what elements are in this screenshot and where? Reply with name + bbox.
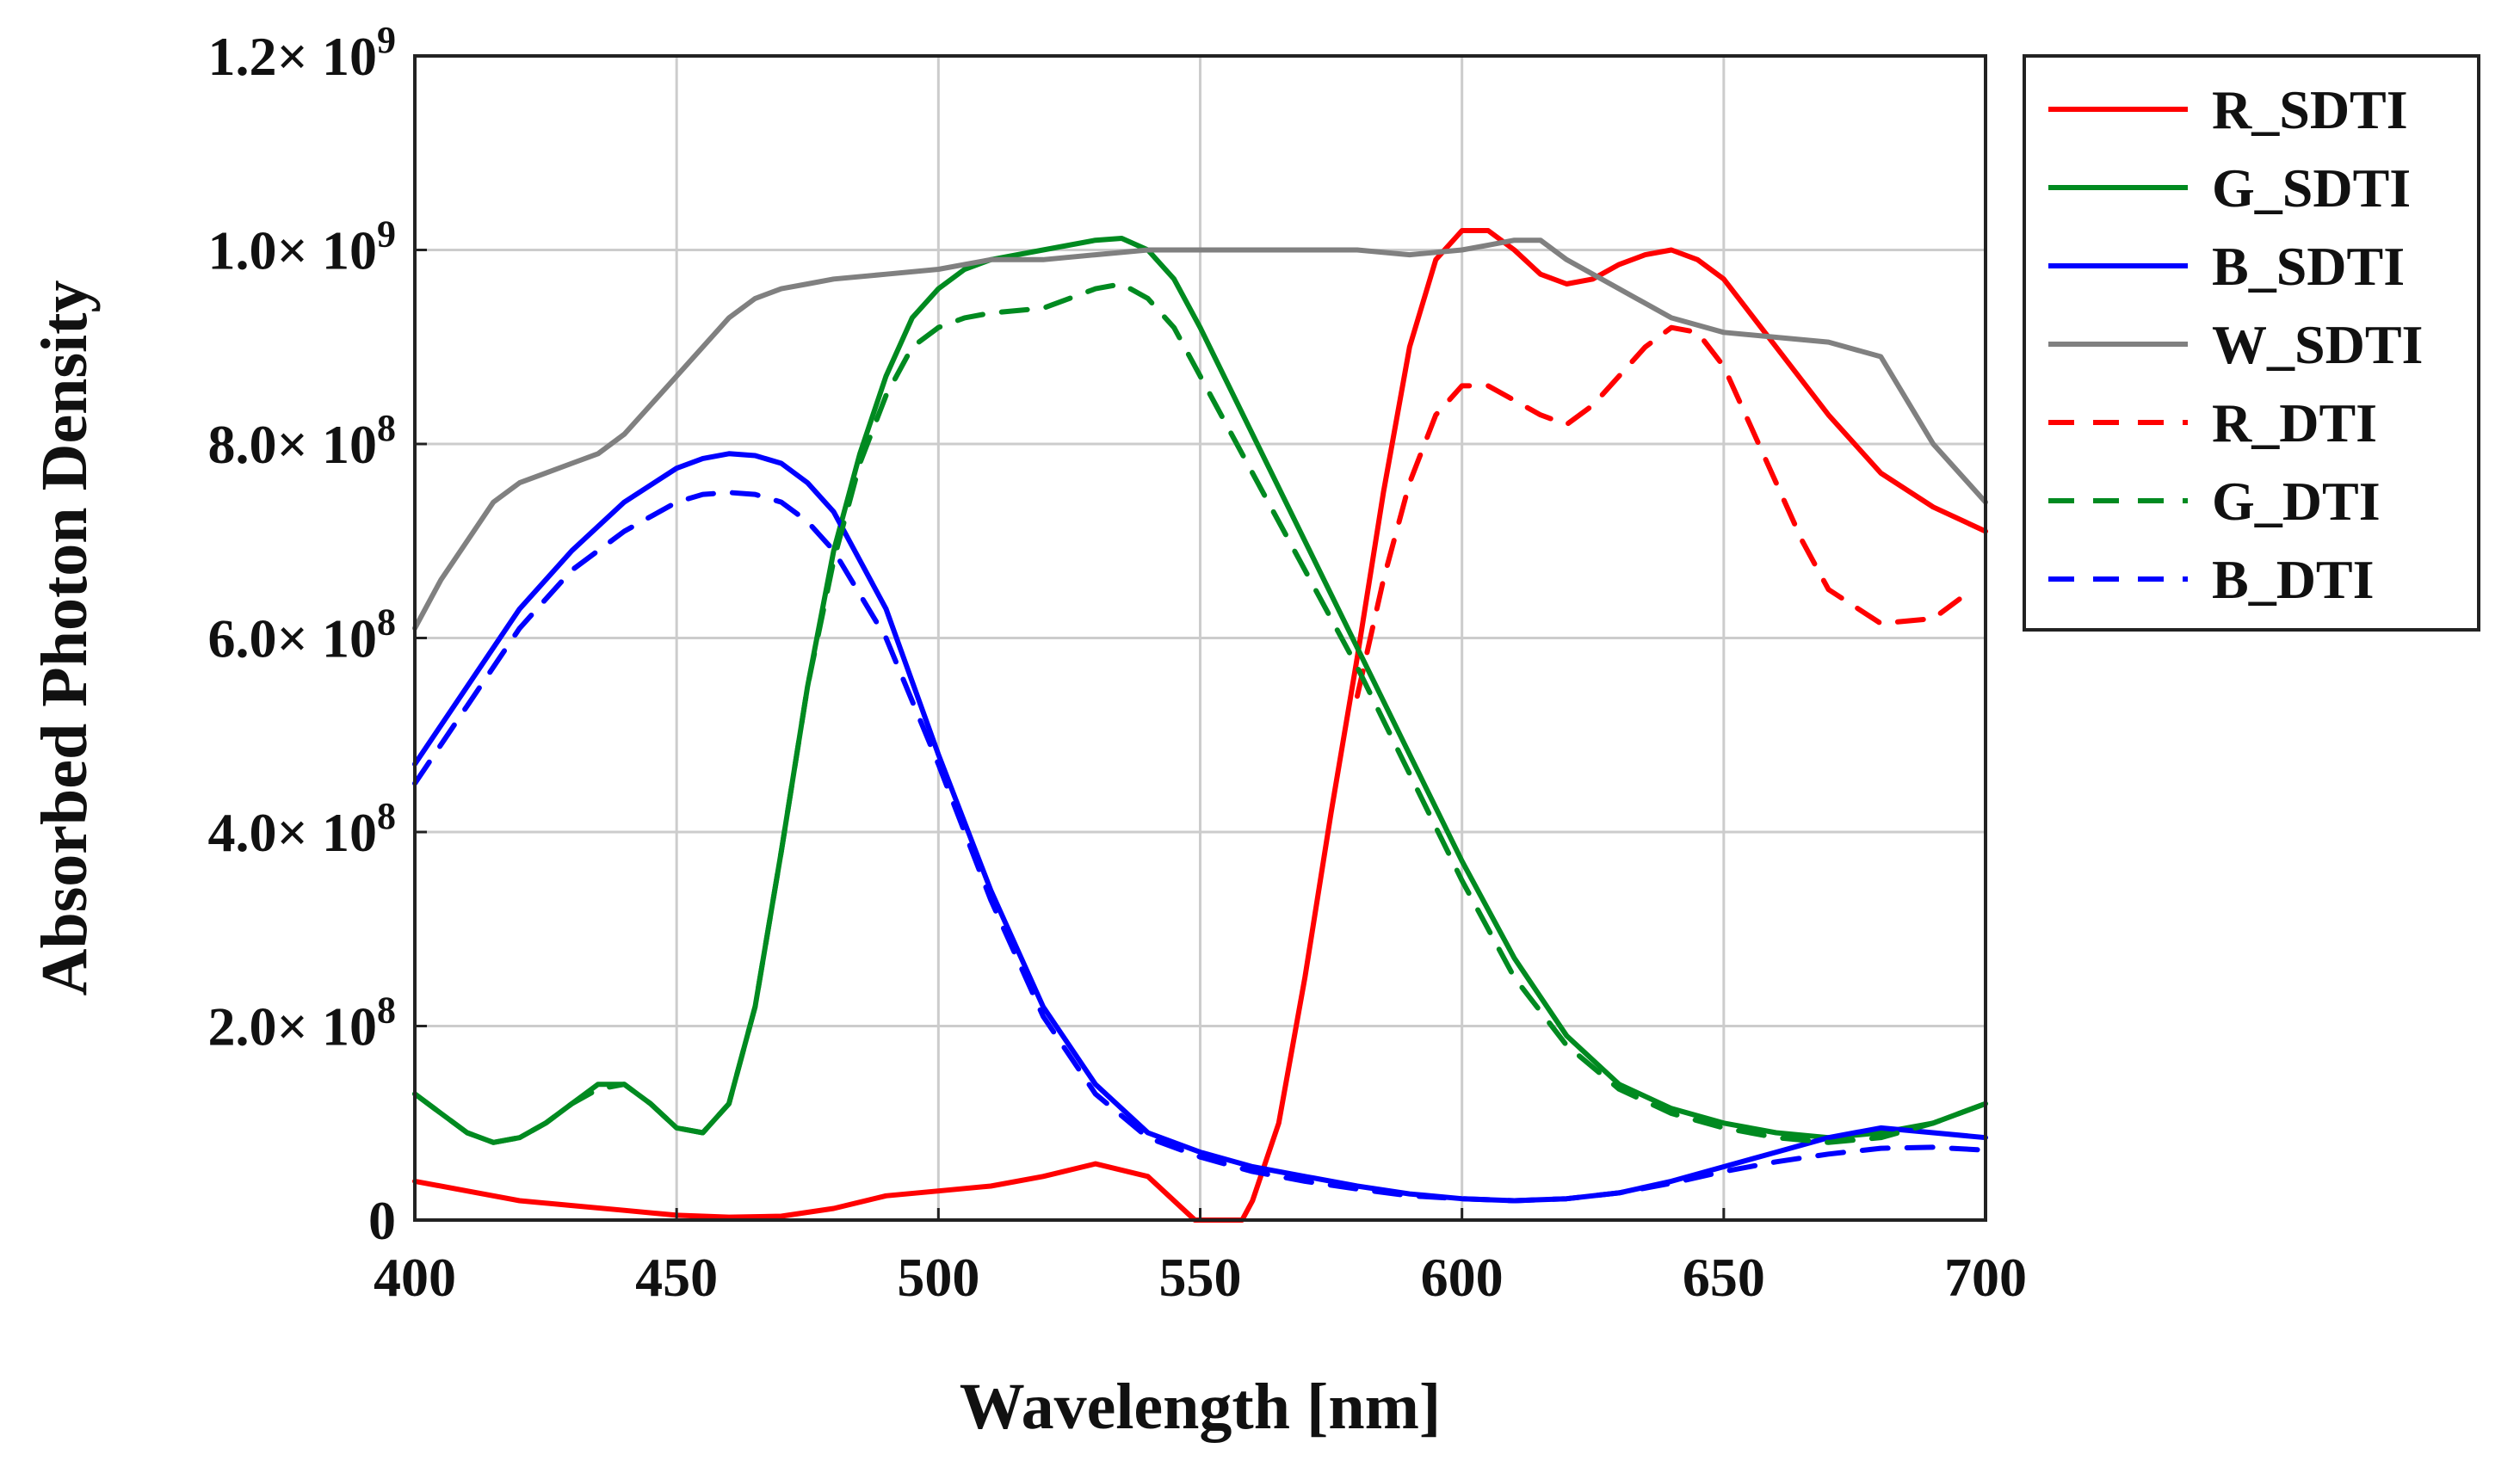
legend-label: W_SDTI [2212, 314, 2423, 375]
y-tick-label: 4.0× 108 [208, 795, 396, 863]
x-tick-label: 400 [374, 1247, 456, 1308]
series-line-g-dti [412, 281, 1988, 1145]
x-axis-ticks: 400 450 500 550 600 650 700 [374, 1208, 2027, 1308]
y-tick-label: 8.0× 108 [208, 407, 396, 475]
y-tick-label: 1.2× 109 [208, 19, 396, 87]
legend-label: R_SDTI [2212, 79, 2408, 140]
y-tick-exponent: 8 [377, 601, 396, 644]
y-tick-label: 1.0× 109 [208, 213, 396, 281]
y-axis-title: Absorbed Photon Density [28, 280, 101, 996]
y-tick-label: 6.0× 108 [208, 601, 396, 669]
legend-label: B_DTI [2212, 549, 2375, 610]
x-axis-title: Wavelength [nm] [960, 1371, 1441, 1443]
series-line-w-sdti [412, 237, 1988, 632]
y-tick-exponent: 9 [377, 213, 396, 256]
series-line-r-sdti [412, 228, 1988, 1223]
x-tick-label: 600 [1421, 1247, 1504, 1308]
y-tick-exponent: 8 [377, 407, 396, 449]
y-tick-exponent: 8 [377, 989, 396, 1032]
legend-label: R_DTI [2212, 392, 2377, 453]
y-tick-mantissa: 4.0× 10 [208, 802, 377, 863]
x-tick-label: 550 [1159, 1247, 1242, 1308]
legend-label: G_DTI [2212, 471, 2381, 532]
series-line-b-dti [412, 490, 1988, 1204]
series-layer [412, 228, 1988, 1223]
x-tick-label: 500 [897, 1247, 979, 1308]
y-tick-mantissa: 6.0× 10 [208, 608, 377, 669]
y-tick-exponent: 8 [377, 795, 396, 837]
x-tick-label: 700 [1944, 1247, 2027, 1308]
y-tick-mantissa: 1.0× 10 [208, 220, 377, 281]
x-tick-label: 650 [1683, 1247, 1765, 1308]
x-tick-label: 450 [635, 1247, 718, 1308]
y-tick-exponent: 9 [377, 19, 396, 61]
y-tick-mantissa: 2.0× 10 [208, 996, 377, 1057]
y-tick-mantissa: 0 [368, 1190, 396, 1251]
y-tick-label: 2.0× 108 [208, 989, 396, 1057]
y-tick-label: 0 [368, 1190, 396, 1251]
legend-label: B_SDTI [2212, 236, 2405, 297]
y-tick-mantissa: 1.2× 10 [208, 26, 377, 87]
y-tick-mantissa: 8.0× 10 [208, 414, 377, 475]
legend: R_SDTI G_SDTI B_SDTI W_SDTI R_DTI G_DTI B_DTI [2023, 54, 2480, 632]
legend-label: G_SDTI [2212, 157, 2411, 219]
series-line-r-dti [1355, 324, 1962, 700]
series-line-b-sdti [412, 451, 1988, 1204]
grid [413, 54, 1987, 1222]
